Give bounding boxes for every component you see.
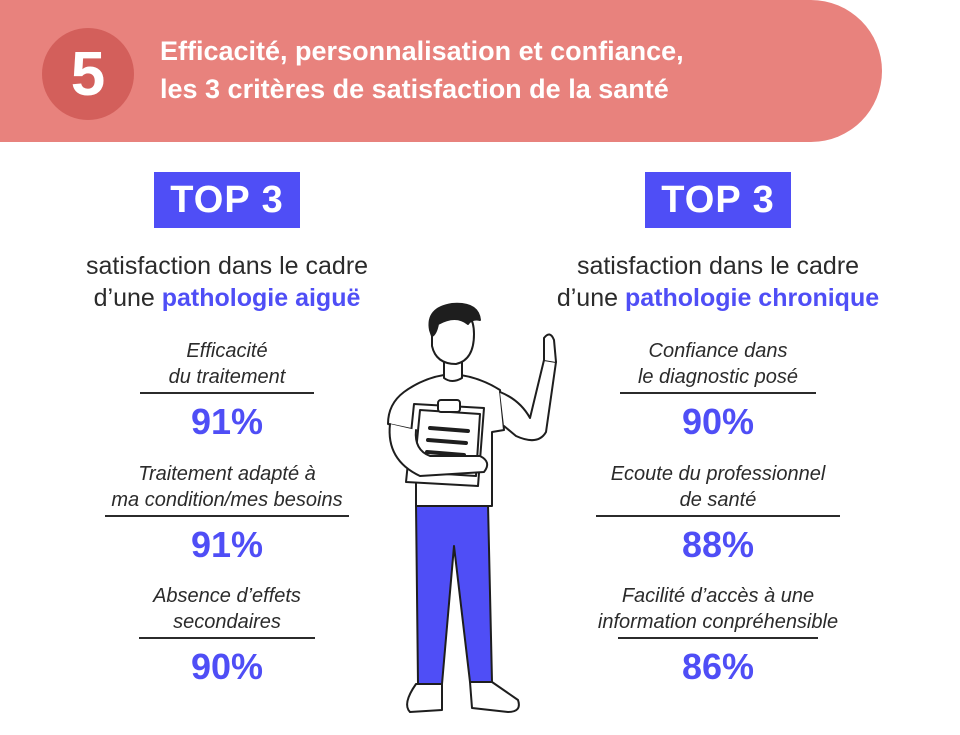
chronic-criterion-3: Facilité d’accès à une information conpr… xyxy=(488,583,948,689)
chronic-subtitle-highlight: pathologie chronique xyxy=(624,284,880,312)
right-shoe-shape xyxy=(469,681,520,713)
pointing-finger-shape xyxy=(543,333,557,363)
criterion-label-line-1: Absence d’effets xyxy=(153,585,301,607)
acute-subtitle-line-2: d’une pathologie aiguë xyxy=(0,282,457,314)
acute-criterion-2: Traitement adapté à ma condition/mes bes… xyxy=(0,461,457,567)
divider xyxy=(596,515,840,517)
criterion-label-line-1: Traitement adapté à xyxy=(138,463,316,485)
acute-criterion-1: Efficacité du traitement 91% xyxy=(0,338,457,444)
top3-badge-chronic: TOP 3 xyxy=(645,172,791,228)
criterion-percent: 91% xyxy=(190,524,264,565)
chronic-criterion-2: Ecoute du professionnel de santé 88% xyxy=(488,461,948,567)
divider xyxy=(620,392,816,394)
page-title: Efficacité, personnalisation et confianc… xyxy=(160,32,860,108)
criterion-percent: 91% xyxy=(190,401,264,442)
acute-subtitle: satisfaction dans le cadre d’une patholo… xyxy=(0,250,457,314)
chronic-subtitle: satisfaction dans le cadre d’une patholo… xyxy=(488,250,948,314)
clipboard-clip-shape xyxy=(437,399,461,413)
divider xyxy=(618,637,818,639)
criterion-label: Efficacité du traitement xyxy=(0,338,457,390)
holding-arm-shape xyxy=(388,423,489,477)
divider xyxy=(140,392,314,394)
chronic-criterion-1: Confiance dans le diagnostic posé 90% xyxy=(488,338,948,444)
raised-arm-shape xyxy=(499,359,557,442)
criterion-percent: 90% xyxy=(190,646,264,687)
criterion-percent: 86% xyxy=(681,646,755,687)
neck-shape xyxy=(443,359,463,382)
criterion-label-line-2: information conpréhensible xyxy=(597,611,839,633)
divider xyxy=(105,515,349,517)
acute-subtitle-line-1: satisfaction dans le cadre xyxy=(85,252,369,280)
criterion-label: Traitement adapté à ma condition/mes bes… xyxy=(0,461,457,513)
chronic-subtitle-prefix: d’une xyxy=(556,284,625,312)
criterion-label-line-1: Confiance dans xyxy=(648,340,788,362)
criterion-label: Absence d’effets secondaires xyxy=(0,583,457,635)
criterion-label: Ecoute du professionnel de santé xyxy=(488,461,948,513)
chronic-subtitle-line-1: satisfaction dans le cadre xyxy=(576,252,860,280)
header-banner: 5 Efficacité, personnalisation et confia… xyxy=(0,0,882,142)
criterion-percent: 88% xyxy=(681,524,755,565)
criterion-label-line-2: ma condition/mes besoins xyxy=(111,489,343,511)
criterion-label-line-2: le diagnostic posé xyxy=(637,366,799,388)
chronic-column: TOP 3 satisfaction dans le cadre d’une p… xyxy=(488,172,948,314)
section-number-badge: 5 xyxy=(42,28,134,120)
criterion-label: Confiance dans le diagnostic posé xyxy=(488,338,948,390)
chronic-subtitle-line-2: d’une pathologie chronique xyxy=(488,282,948,314)
criterion-label-line-1: Efficacité xyxy=(186,340,268,362)
criterion-label-line-2: de santé xyxy=(679,489,757,511)
page-title-line-1: Efficacité, personnalisation et confianc… xyxy=(160,36,684,66)
page-title-line-2: les 3 critères de satisfaction de la san… xyxy=(160,74,669,104)
person-clipboard-illustration xyxy=(387,302,557,713)
acute-criterion-3: Absence d’effets secondaires 90% xyxy=(0,583,457,689)
hair-shape xyxy=(428,302,481,337)
criterion-percent: 90% xyxy=(681,401,755,442)
criterion-label-line-2: du traitement xyxy=(168,366,286,388)
trousers-shape xyxy=(415,503,493,685)
criterion-label-line-1: Ecoute du professionnel xyxy=(610,463,826,485)
criterion-label-line-1: Facilité d’accès à une xyxy=(621,585,815,607)
left-shoe-shape xyxy=(406,683,443,713)
acute-subtitle-prefix: d’une xyxy=(93,284,162,312)
top3-badge-acute: TOP 3 xyxy=(154,172,300,228)
criterion-label: Facilité d’accès à une information conpr… xyxy=(488,583,948,635)
acute-column: TOP 3 satisfaction dans le cadre d’une p… xyxy=(0,172,457,314)
acute-subtitle-highlight: pathologie aiguë xyxy=(161,284,361,312)
divider xyxy=(139,637,315,639)
criterion-label-line-2: secondaires xyxy=(173,611,281,633)
